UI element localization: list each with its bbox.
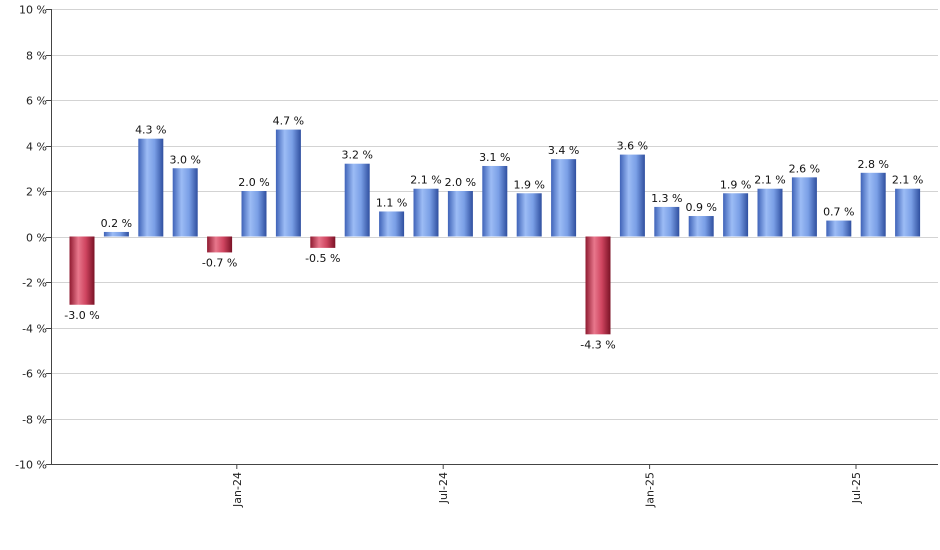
bar: [207, 236, 233, 253]
data-label: 2.1 %: [892, 174, 923, 187]
bar: [516, 193, 542, 237]
bar: [482, 165, 508, 237]
data-label: 3.4 %: [548, 144, 579, 157]
bar: [723, 193, 749, 237]
y-tick-label: 4 %: [26, 141, 47, 154]
gridlines: [51, 9, 938, 465]
bar: [791, 177, 817, 237]
x-axis: Jan-24 Jul-24 Jan-25 Jul-25: [231, 464, 863, 508]
data-label: 2.1 %: [754, 174, 785, 187]
data-label: 0.2 %: [101, 217, 132, 230]
bar: [619, 154, 645, 237]
data-label: 3.6 %: [617, 140, 648, 153]
bar: [310, 236, 336, 248]
data-label: 2.6 %: [789, 162, 820, 175]
y-tick-label: -10 %: [15, 459, 47, 472]
data-labels: -3.0 % 0.2 % 4.3 % 3.0 % -0.7 % 2.0 % 4.7 % -0.…: [64, 115, 923, 352]
data-label: -0.5 %: [305, 252, 340, 265]
data-label: 2.0 %: [445, 176, 476, 189]
bar: [241, 191, 267, 237]
data-label: 2.8 %: [857, 158, 888, 171]
data-label: 1.9 %: [513, 178, 544, 191]
bars: [69, 129, 921, 335]
y-axis: 10 % 8 % 6 % 4 % 2 % 0 % -2 % -4 % -6 % -8 % -10 %: [15, 4, 938, 472]
bar: [585, 236, 611, 335]
data-label: 2.0 %: [238, 176, 269, 189]
x-tick-label: Jan-24: [231, 472, 244, 508]
y-tick-label: -4 %: [22, 323, 47, 336]
bar: [826, 220, 852, 237]
data-label: 1.1 %: [376, 196, 407, 209]
bar: [688, 216, 714, 237]
data-label: 1.3 %: [651, 192, 682, 205]
bar: [275, 129, 301, 237]
data-label: 3.0 %: [169, 153, 200, 166]
data-label: 3.2 %: [341, 149, 372, 162]
data-label: -3.0 %: [64, 309, 99, 322]
y-tick-label: 6 %: [26, 95, 47, 108]
bar: [103, 231, 129, 237]
x-tick-label: Jan-25: [644, 472, 657, 508]
bar: [447, 191, 473, 237]
data-label: 0.7 %: [823, 206, 854, 219]
y-tick-label: 10 %: [19, 4, 47, 17]
data-label: 0.9 %: [685, 201, 716, 214]
bar: [895, 188, 921, 237]
bar: [551, 159, 577, 237]
x-tick-label: Jul-25: [850, 472, 863, 504]
data-label: -0.7 %: [202, 256, 237, 269]
data-label: -4.3 %: [580, 338, 615, 351]
bar: [138, 138, 164, 237]
bar: [172, 168, 198, 237]
data-label: 4.7 %: [273, 115, 304, 128]
y-tick-label: -2 %: [22, 277, 47, 290]
data-label: 4.3 %: [135, 124, 166, 137]
bar: [757, 188, 783, 237]
bar: [344, 163, 370, 237]
bar: [860, 172, 886, 237]
y-tick-label: 2 %: [26, 186, 47, 199]
bar: [379, 211, 405, 237]
bar: [413, 188, 439, 237]
y-tick-label: -6 %: [22, 368, 47, 381]
bar: [654, 206, 680, 237]
bar: [69, 236, 95, 305]
data-label: 3.1 %: [479, 151, 510, 164]
y-tick-label: 8 %: [26, 50, 47, 63]
y-tick-label: 0 %: [26, 232, 47, 245]
data-label: 2.1 %: [410, 174, 441, 187]
data-label: 1.9 %: [720, 178, 751, 191]
x-tick-label: Jul-24: [437, 472, 450, 504]
y-tick-label: -8 %: [22, 414, 47, 427]
